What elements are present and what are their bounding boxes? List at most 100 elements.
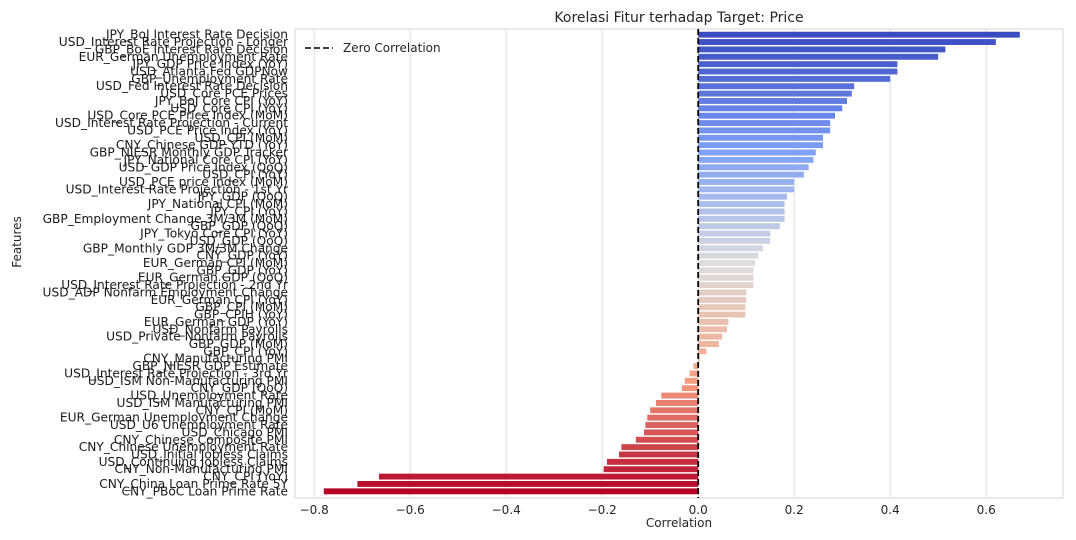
bar	[698, 75, 891, 82]
y-tick-label: CNY_Non-Manufacturing PMI	[115, 462, 288, 476]
y-tick-label: GBP_CPI (YoY)	[203, 344, 288, 358]
y-tick-label: CNY_Chinese GDP YTD (YoY)	[116, 138, 288, 152]
y-tick-label: CNY_GDP (QoQ)	[191, 381, 288, 395]
y-tick-label: GBP_Employment Change 3M/3M (MoM)	[43, 212, 288, 226]
bar	[698, 282, 754, 289]
bar	[698, 341, 719, 347]
bar	[698, 333, 723, 340]
y-tick-label: USD_PCE price index (MoM)	[119, 175, 288, 189]
bar	[698, 156, 814, 163]
bar	[655, 399, 699, 406]
y-tick-label: USD_GDP (QoQ)	[190, 234, 288, 248]
y-tick-label: USD_Interest Rate Projection - 3rd Yr	[64, 366, 289, 380]
bar	[689, 370, 699, 377]
bar	[647, 414, 699, 421]
y-tick-label: JPY_National CPI (MoM)	[147, 197, 288, 211]
y-tick-label: USD_GDP Price Index (QoQ)	[119, 160, 288, 174]
x-tick-label: −0.4	[492, 503, 521, 517]
y-tick-label: EUR_German Unemployment Rate	[79, 50, 288, 64]
bar	[607, 458, 699, 465]
bar	[698, 304, 746, 311]
bar	[379, 473, 699, 480]
y-tick-label: CNY_GDP (YoY)	[197, 249, 288, 263]
y-tick-label: EUR_German Unemployment Change	[60, 411, 288, 425]
bar	[698, 112, 835, 119]
y-tick-label: USD_U6 Unemployment Rate	[110, 418, 288, 432]
bar	[684, 377, 699, 384]
x-tick-label: 0.2	[785, 503, 804, 517]
bar	[698, 90, 852, 97]
y-tick-label: USD_Unemployment Rate	[130, 389, 288, 403]
legend: Zero Correlation	[305, 41, 441, 55]
y-tick-label: USD_Interest Rate Projection - Longer	[59, 35, 289, 49]
bar	[698, 311, 746, 318]
x-tick-label: 0.0	[689, 503, 708, 517]
y-tick-label: USD_Core PCE Price Index (MoM)	[87, 109, 288, 123]
y-tick-label: USD_ISM Manufacturing PMI	[117, 396, 288, 410]
bar	[698, 46, 946, 53]
y-tick-label: GBP_GDP (MoM)	[189, 337, 288, 351]
bar	[698, 348, 707, 355]
bar	[698, 201, 785, 208]
y-tick-label: JPY_National Core CPI (YoY)	[122, 153, 288, 167]
y-tick-label: JPY_Tokyo Core CPI (YoY)	[139, 227, 288, 241]
y-tick-label: GBP_NIESR GDP Estimate	[132, 359, 288, 373]
bar	[698, 53, 939, 60]
y-tick-label: USD_Interest Rate Projection - 1st Yr	[66, 182, 289, 196]
bar	[698, 296, 747, 303]
y-tick-label: USD_Private Nonfarm Payrolls	[106, 330, 288, 344]
y-tick-label: CNY_China Loan Prime Rate 5Y	[99, 477, 288, 491]
bar	[693, 363, 699, 370]
bar	[698, 208, 785, 215]
y-tick-label: USD_Atlanta Fed GDPNow	[130, 65, 288, 79]
y-tick-label: USD_Continuing Jobless Claims	[99, 455, 288, 469]
bar	[698, 318, 729, 325]
y-tick-label: USD_Interest Rate Projection - 2nd Yr	[61, 278, 289, 292]
y-tick-label: USD_Nonfarm Payrolls	[152, 322, 288, 336]
bar	[643, 429, 699, 436]
y-tick-label: USD_CPI (MoM)	[195, 131, 288, 145]
bar	[698, 120, 831, 127]
bar	[698, 274, 754, 281]
y-tick-label: USD_Chicago PMI	[182, 425, 288, 439]
x-tick-label: 0.6	[977, 503, 996, 517]
bar	[698, 127, 831, 134]
y-tick-label: GBP_CPIH (YoY)	[194, 308, 288, 322]
y-tick-label: USD_CPI (YoY)	[202, 168, 288, 182]
legend-label: Zero Correlation	[343, 41, 441, 55]
y-tick-label: USD_Fed Interest Rate Decision	[96, 79, 288, 93]
bar	[698, 179, 795, 185]
bars	[323, 31, 1020, 495]
bar	[698, 105, 843, 112]
y-tick-label: GBP_BoE Interest Rate Decision	[95, 42, 288, 56]
y-tick-label: GBP_Monthly GDP 3M/3M Change	[83, 241, 288, 255]
x-tick-label: −0.6	[396, 503, 425, 517]
y-tick-label: GBP_NIESR Monthly GDP Tracker	[90, 146, 289, 160]
bar	[698, 186, 795, 193]
bar	[619, 451, 699, 458]
y-tick-label: CNY_PBoC Loan Prime Rate	[121, 484, 288, 498]
bar	[603, 466, 699, 473]
y-tick-labels: JPY_BoJ Interest Rate DecisionUSD_Intere…	[43, 28, 289, 499]
bar	[698, 230, 771, 237]
bar	[698, 164, 809, 171]
y-tick-label: USD_ISM Non-Manufacturing PMI	[88, 374, 288, 388]
bar	[635, 436, 699, 443]
y-axis-title: Features	[10, 216, 24, 268]
y-tick-label: USD_Core PCE Prices	[160, 87, 288, 101]
bar	[698, 215, 785, 222]
y-tick-label: GBP_GDP (QoQ)	[191, 219, 288, 233]
x-tick-label: −0.8	[300, 503, 329, 517]
bar	[698, 61, 898, 68]
chart-title: Korelasi Fitur terhadap Target: Price	[554, 10, 803, 26]
bar	[698, 237, 771, 244]
y-tick-label: USD_ADP Nonfarm Employment Change	[43, 285, 288, 299]
bar	[698, 31, 1020, 38]
bar	[698, 134, 823, 141]
y-tick-label: USD_PCE Price Index (YoY)	[127, 123, 288, 137]
bar	[698, 142, 823, 149]
y-tick-label: GBP_GDP (YoY)	[196, 263, 288, 277]
y-tick-label: CNY_CPI (MoM)	[196, 403, 289, 417]
